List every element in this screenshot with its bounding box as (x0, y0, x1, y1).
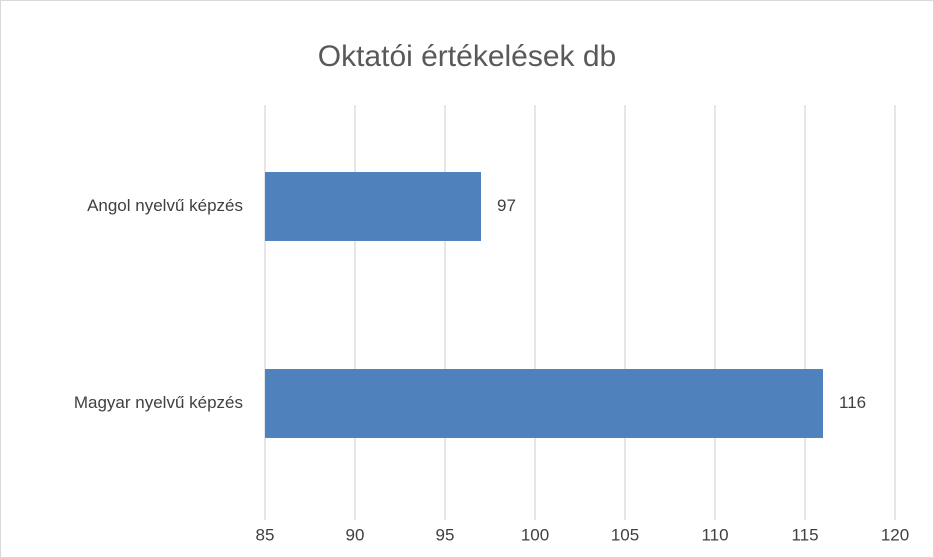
category-label: Angol nyelvű képzés (87, 196, 243, 215)
x-tick-label: 95 (436, 525, 455, 544)
chart-title: Oktatói értékelések db (318, 40, 617, 73)
bar (265, 172, 481, 241)
x-tick-label: 90 (346, 525, 365, 544)
data-label: 116 (839, 393, 866, 412)
bar (265, 369, 823, 438)
category-label: Magyar nyelvű képzés (74, 393, 243, 412)
x-tick-label: 120 (881, 525, 909, 544)
x-tick-label: 85 (256, 525, 275, 544)
x-tick-label: 115 (791, 525, 818, 544)
x-tick-label: 105 (611, 525, 639, 544)
x-tick-label: 110 (701, 525, 728, 544)
x-tick-label: 100 (521, 525, 549, 544)
data-label: 97 (497, 196, 516, 215)
